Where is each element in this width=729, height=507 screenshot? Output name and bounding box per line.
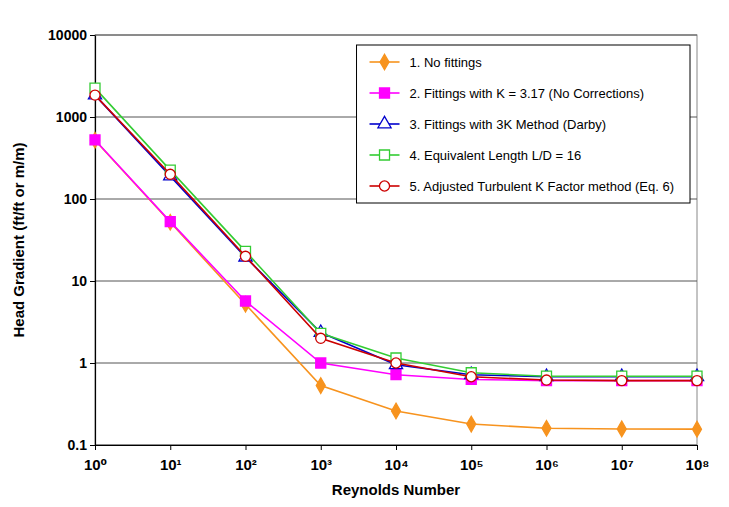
- tick: 10: [71, 273, 95, 289]
- plot-area: 10⁰ 10¹ 10² 10³ 10⁴ 10⁵ 10⁶ 10⁷ 10⁸ 0.1 1 10 100 1000…: [48, 27, 709, 473]
- chart: 10⁰ 10¹ 10² 10³ 10⁴ 10⁵ 10⁶ 10⁷ 10⁸ 0.1 1 10 100 1000…: [0, 0, 729, 507]
- tick: 10⁵: [460, 445, 484, 473]
- marker: [542, 420, 551, 436]
- tick-label: 10⁸: [686, 456, 710, 473]
- tick-mark: [90, 35, 95, 36]
- grid-line: [95, 281, 697, 282]
- marker: [316, 378, 325, 394]
- x-axis-title: Reynolds Number: [332, 481, 461, 498]
- tick-label: 10⁵: [460, 456, 484, 473]
- tick: 1000: [56, 109, 95, 125]
- marker: [542, 376, 552, 386]
- legend-marker: [380, 54, 389, 70]
- marker: [240, 251, 250, 261]
- marker: [241, 297, 250, 313]
- legend-marker: [380, 88, 390, 98]
- tick-mark: [547, 445, 548, 450]
- y-grid: [95, 35, 697, 445]
- grid-line: [95, 35, 697, 36]
- marker: [165, 217, 175, 227]
- marker: [90, 90, 100, 100]
- tick-mark: [90, 363, 95, 364]
- tick: 10⁰: [84, 445, 107, 473]
- legend-box: [357, 45, 690, 203]
- marker: [617, 376, 627, 386]
- marker: [541, 375, 551, 385]
- marker: [391, 370, 401, 380]
- tick: 10¹: [160, 445, 182, 473]
- marker: [467, 416, 476, 432]
- tick-mark: [90, 117, 95, 118]
- marker: [316, 358, 326, 368]
- tick-mark: [396, 445, 397, 450]
- tick-mark: [622, 445, 623, 450]
- legend-marker: [379, 181, 389, 191]
- legend-label: 1. No fittings: [410, 55, 483, 70]
- tick: 10²: [235, 445, 257, 473]
- tick: 10⁶: [535, 445, 559, 473]
- tick-label: 10⁴: [384, 456, 408, 473]
- tick-mark: [90, 199, 95, 200]
- marker: [617, 376, 627, 386]
- tick-label: 100: [64, 191, 88, 207]
- tick-mark: [246, 445, 247, 450]
- tick-mark: [697, 445, 698, 450]
- marker: [316, 333, 326, 343]
- marker: [692, 376, 702, 386]
- tick: 10⁴: [384, 445, 408, 473]
- marker: [241, 296, 251, 306]
- legend-label: 3. Fittings with 3K Method (Darby): [410, 117, 607, 132]
- marker: [392, 403, 401, 419]
- tick-mark: [95, 445, 96, 450]
- marker: [693, 421, 702, 437]
- tick-label: 10³: [310, 456, 332, 473]
- marker: [91, 133, 100, 149]
- marker: [90, 135, 100, 145]
- tick: 10³: [310, 445, 332, 473]
- tick-label: 10⁰: [84, 456, 107, 473]
- plot-frame: [95, 35, 697, 445]
- legend-item: 4. Equivalent Length L/D = 16: [370, 148, 582, 163]
- marker: [165, 169, 175, 179]
- tick-mark: [90, 281, 95, 282]
- legend-item: 1. No fittings: [370, 54, 483, 70]
- tick: 100: [64, 191, 95, 207]
- tick-label: 10²: [235, 456, 257, 473]
- tick: 10⁷: [611, 445, 634, 473]
- tick-mark: [170, 445, 171, 450]
- marker: [391, 358, 401, 368]
- marker: [166, 215, 175, 231]
- legend-item: 5. Adjusted Turbulent K Factor method (E…: [370, 179, 674, 194]
- legend-marker: [378, 116, 391, 127]
- legend-label: 2. Fittings with K = 3.17 (No Correction…: [410, 86, 644, 101]
- legend-item: 3. Fittings with 3K Method (Darby): [370, 116, 607, 131]
- legend-item: 2. Fittings with K = 3.17 (No Correction…: [370, 86, 644, 101]
- legend: 1. No fittings 2. Fittings with K = 3.17 …: [357, 45, 690, 203]
- tick-label: 10: [71, 273, 87, 289]
- tick-mark: [321, 445, 322, 450]
- marker: [617, 421, 626, 437]
- tick-label: 10000: [48, 27, 87, 43]
- tick-label: 10⁶: [535, 456, 559, 473]
- tick-mark: [90, 445, 95, 446]
- y-axis-title: Head Gradient (ft/ft or m/m): [10, 142, 27, 337]
- tick-label: 1000: [56, 109, 87, 125]
- tick: 1: [79, 355, 95, 371]
- marker: [466, 372, 476, 382]
- tick: 10000: [48, 27, 95, 43]
- x-axis: 10⁰ 10¹ 10² 10³ 10⁴ 10⁵ 10⁶ 10⁷ 10⁸: [84, 445, 710, 473]
- tick: 10⁸: [686, 445, 710, 473]
- tick-label: 0.1: [68, 437, 88, 453]
- tick-label: 1: [79, 355, 87, 371]
- tick: 0.1: [68, 437, 95, 453]
- tick-mark: [471, 445, 472, 450]
- tick-label: 10¹: [160, 456, 182, 473]
- legend-marker: [380, 150, 390, 160]
- legend-label: 4. Equivalent Length L/D = 16: [410, 148, 582, 163]
- tick-label: 10⁷: [611, 456, 634, 473]
- legend-label: 5. Adjusted Turbulent K Factor method (E…: [410, 179, 674, 194]
- y-axis: 0.1 1 10 100 1000 10000: [48, 27, 95, 453]
- marker: [692, 376, 702, 386]
